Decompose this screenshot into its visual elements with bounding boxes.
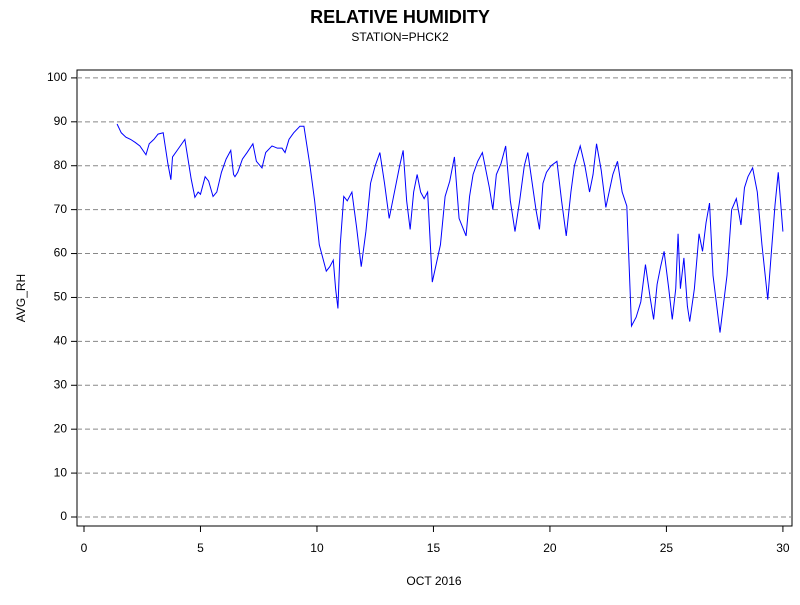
y-tick-label: 50 [54,290,68,304]
y-axis-label: AVG_RH [14,274,28,322]
x-tick-label: 10 [310,541,324,555]
chart-title: RELATIVE HUMIDITY [310,7,490,27]
y-tick-label: 90 [54,114,68,128]
x-tick-label: 15 [427,541,441,555]
x-tick-label: 0 [81,541,88,555]
x-tick-label: 5 [197,541,204,555]
y-tick-label: 30 [54,377,68,391]
y-tick-label: 20 [54,421,68,435]
y-tick-label: 10 [54,465,68,479]
y-tick-label: 70 [54,202,68,216]
y-tick-label: 100 [47,70,67,84]
x-tick-label: 20 [543,541,557,555]
x-tick-label: 25 [660,541,674,555]
y-tick-label: 80 [54,158,68,172]
x-tick-label: 30 [776,541,790,555]
x-axis-label: OCT 2016 [406,574,461,588]
plot-frame [76,69,793,527]
chart-subtitle: STATION=PHCK2 [351,30,449,44]
data-line [116,123,784,333]
y-tick-label: 40 [54,334,68,348]
y-tick-label: 60 [54,246,68,260]
y-tick-label: 0 [60,509,67,523]
